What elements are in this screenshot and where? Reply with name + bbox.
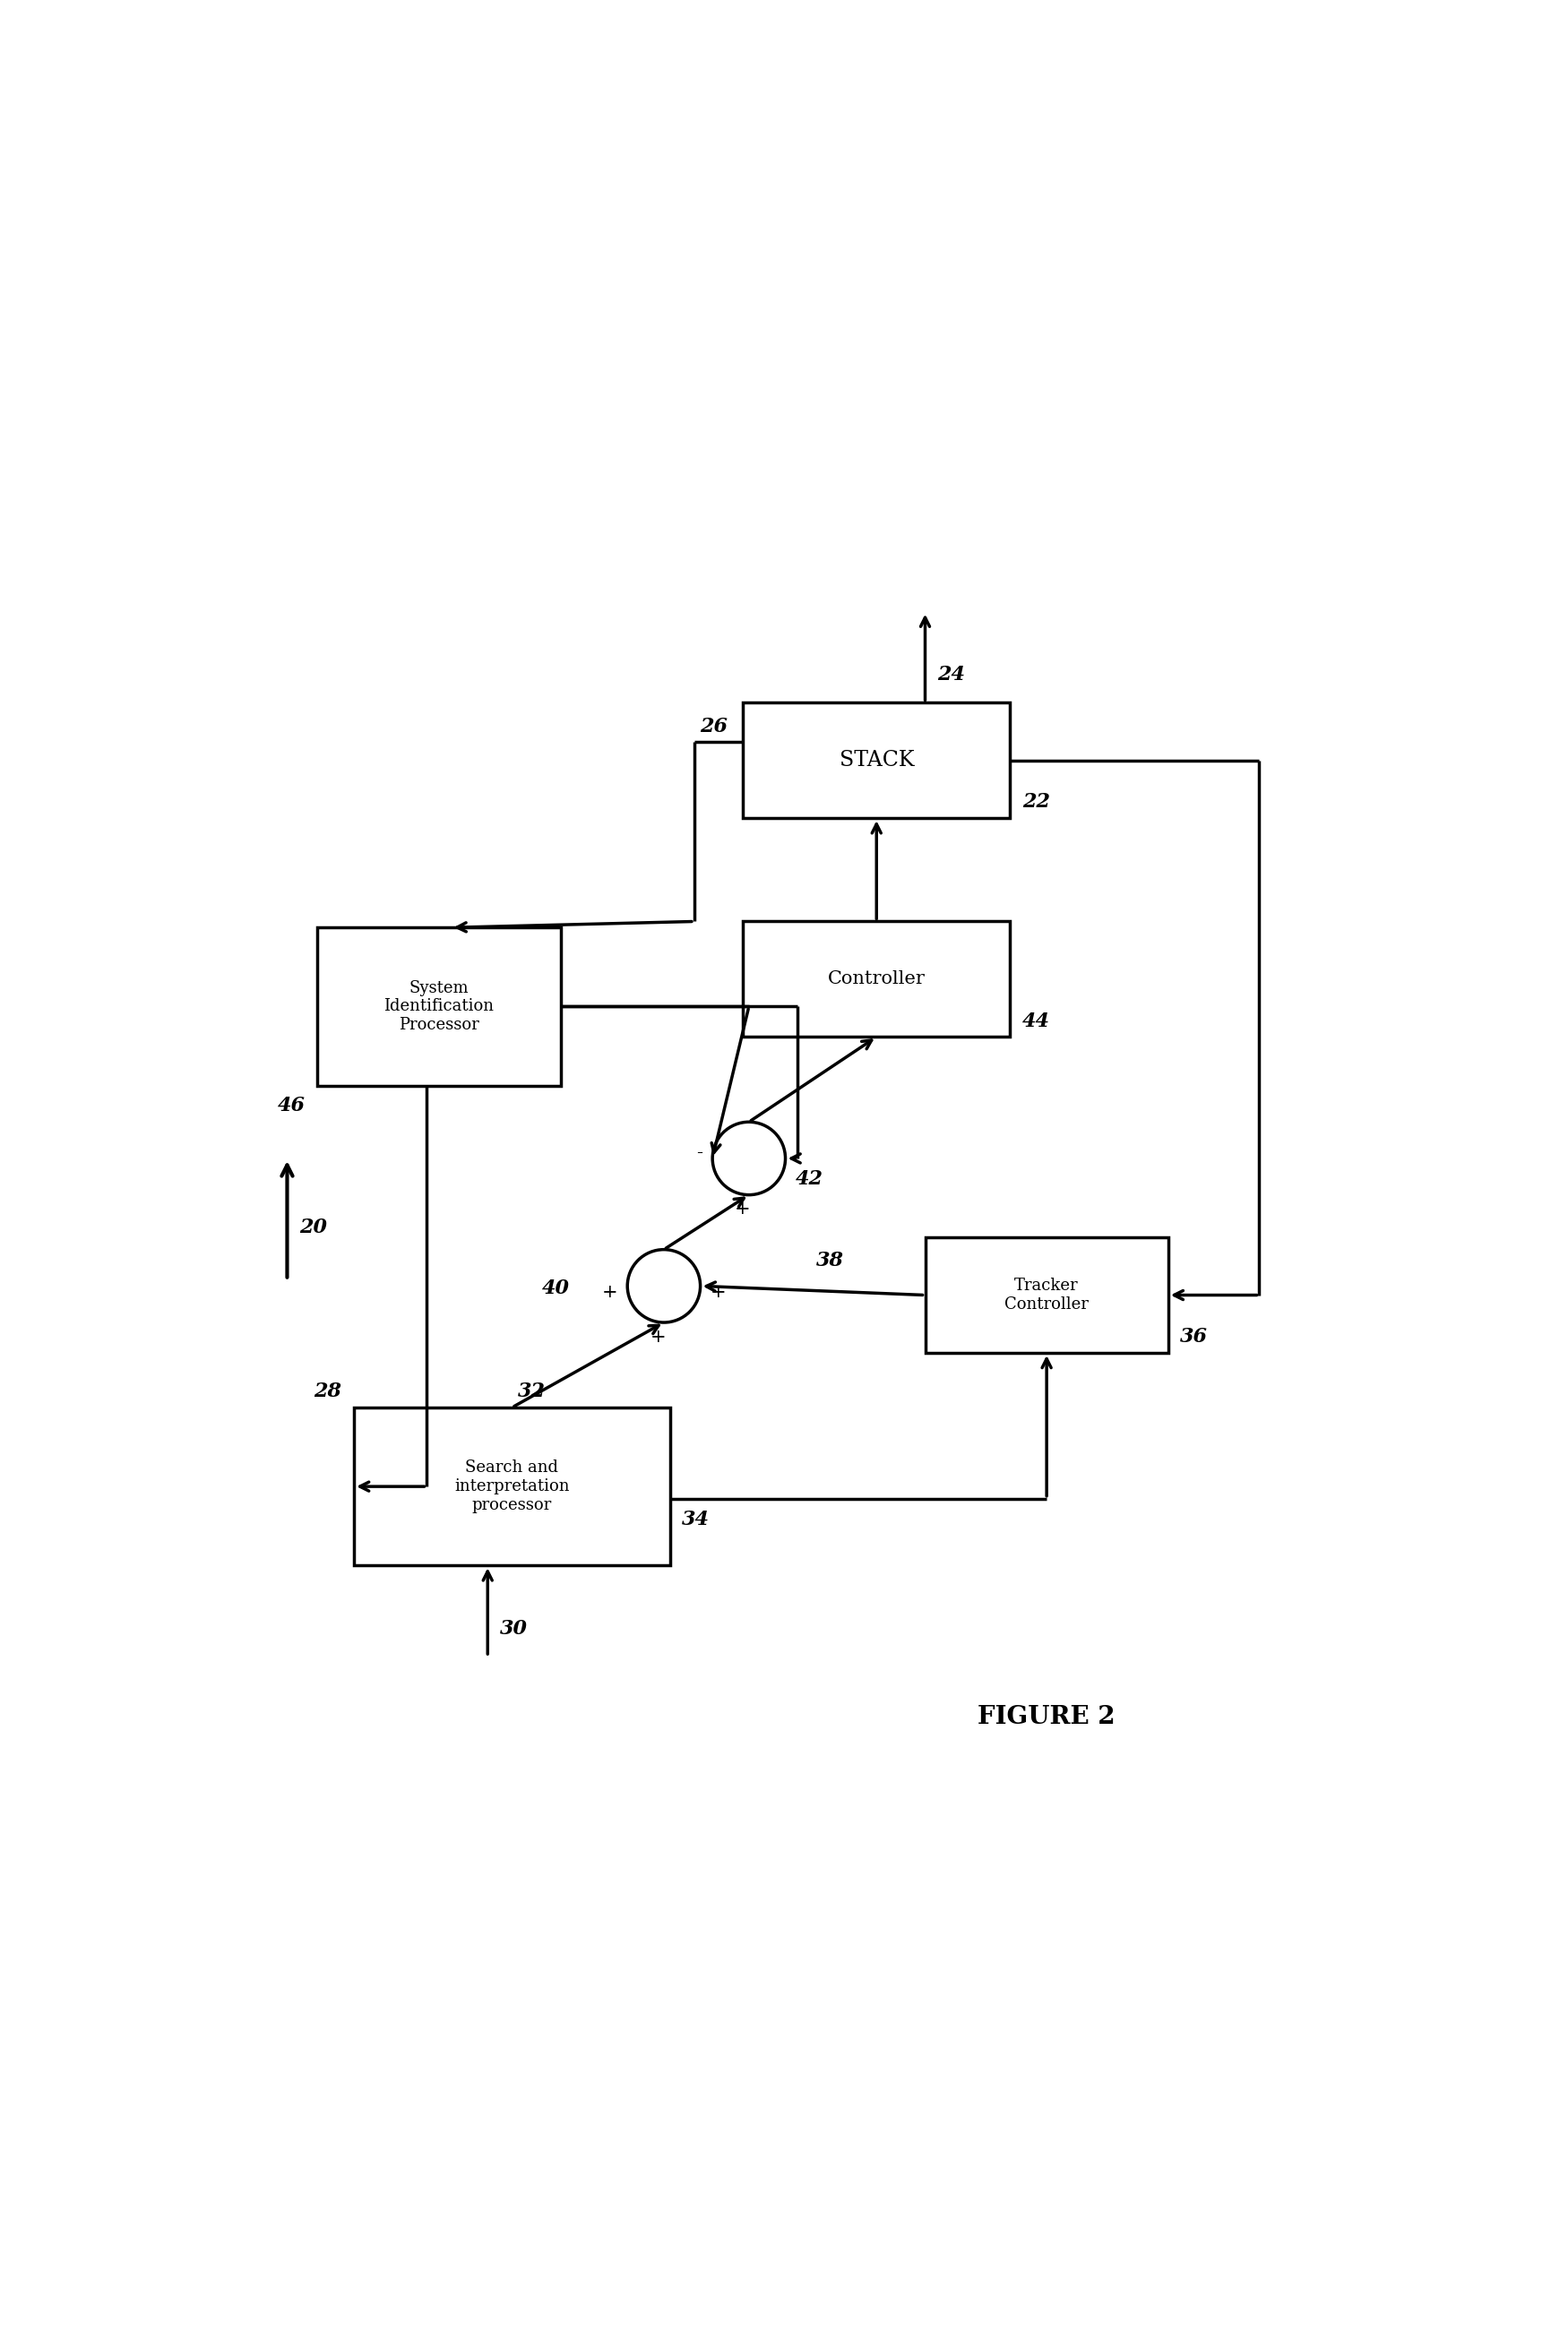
Text: 24: 24 [938, 665, 964, 684]
Text: 20: 20 [299, 1218, 328, 1237]
Text: 38: 38 [815, 1251, 844, 1272]
Text: 36: 36 [1181, 1328, 1207, 1347]
Text: +: + [735, 1201, 751, 1218]
Text: Tracker
Controller: Tracker Controller [1005, 1279, 1088, 1312]
Bar [925, 1237, 1168, 1354]
Bar [743, 703, 1010, 817]
Bar [317, 927, 561, 1084]
Text: +: + [602, 1283, 618, 1300]
Text: 34: 34 [682, 1508, 710, 1529]
Circle shape [629, 1251, 698, 1321]
Text: 44: 44 [1022, 1012, 1051, 1030]
Text: 32: 32 [517, 1382, 546, 1401]
Text: +: + [710, 1283, 726, 1300]
Text: 22: 22 [1022, 792, 1051, 813]
Text: STACK: STACK [839, 749, 914, 771]
Text: -: - [696, 1143, 702, 1162]
Bar [354, 1408, 670, 1564]
Text: 40: 40 [543, 1279, 571, 1297]
Text: 30: 30 [500, 1618, 527, 1639]
Text: Controller: Controller [828, 970, 925, 988]
Text: Search and
interpretation
processor: Search and interpretation processor [455, 1459, 569, 1513]
Text: 42: 42 [795, 1169, 823, 1190]
Text: +: + [649, 1328, 666, 1347]
Text: 26: 26 [701, 717, 728, 735]
Bar [743, 920, 1010, 1038]
Text: FIGURE 2: FIGURE 2 [978, 1705, 1115, 1728]
Circle shape [715, 1124, 784, 1192]
Text: 28: 28 [314, 1382, 342, 1401]
Text: 46: 46 [278, 1096, 306, 1115]
Text: System
Identification
Processor: System Identification Processor [384, 979, 494, 1033]
